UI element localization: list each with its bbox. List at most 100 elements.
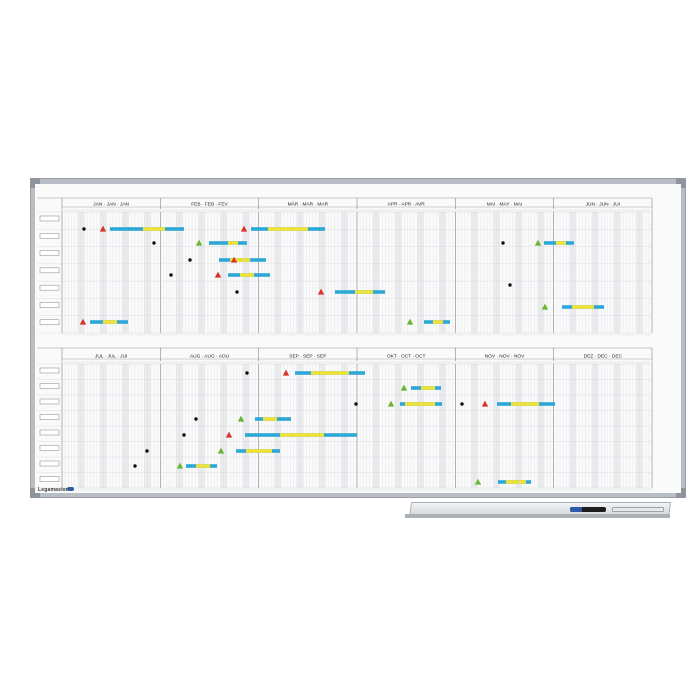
black-dot-magnet [133,464,137,468]
weekend-column [537,212,541,333]
weekend-column [439,212,443,333]
month-label: MAI · MAY · MAI [487,202,523,208]
marker-cap[interactable] [570,507,582,512]
row-label-card [39,383,60,389]
board-eraser[interactable] [612,507,664,512]
green-triangle-magnet [217,447,225,454]
weekend-column [376,212,380,333]
weekend-column [299,212,304,333]
weekend-column [372,212,377,333]
row-label-card [39,460,60,467]
weekend-column [344,212,348,333]
yellow-magnet-label [230,258,250,262]
red-triangle-magnet [99,225,107,232]
frame-corner-bottom-right [676,488,686,498]
month-label: APR · APR · AVR [388,202,426,208]
weekend-column [471,212,475,333]
black-dot-magnet [182,433,186,437]
row-label-card [39,398,60,405]
yellow-magnet-label [143,227,165,231]
weekend-column [296,212,300,333]
weekend-column [144,212,148,333]
yellow-magnet-label [196,464,210,468]
weekend-column [636,212,640,333]
red-triangle-magnet [282,369,290,376]
yellow-magnet-label [240,273,254,277]
green-triangle-magnet [541,303,549,310]
row-label-card [39,429,60,436]
frame-corner-top-left [30,178,40,188]
weekend-column [103,212,107,333]
weekend-column [125,212,129,333]
weekend-column [176,212,180,333]
weekend-column [245,212,250,333]
red-triangle-magnet [317,288,325,295]
black-dot-magnet [152,241,156,245]
weekend-column [540,212,545,333]
red-triangle-magnet [225,431,233,438]
yellow-magnet-label [506,480,526,484]
month-label: MÄR · MAR · MAR [288,201,329,208]
row-label-card [39,267,60,274]
weekend-column [274,212,278,333]
month-label: JUL · JUL · JUI [95,354,127,360]
black-dot-magnet [169,273,173,277]
yellow-magnet-label [556,241,566,245]
black-dot-magnet [188,258,192,262]
row-label-card [39,414,60,420]
weekend-column [277,212,281,333]
yellow-magnet-label [355,290,373,294]
row-label-card [39,302,60,308]
month-label: FEB · FEB · FEV [191,202,228,208]
red-triangle-magnet [481,400,489,407]
weekend-column [613,212,618,333]
black-dot-magnet [460,402,464,406]
weekend-column [122,212,126,333]
yellow-magnet-label [511,402,539,406]
weekend-column [341,212,345,333]
month-label: OKT · OCT · OCT [387,354,426,360]
day-number-strip [62,333,652,336]
black-dot-magnet [501,241,505,245]
yellow-magnet-label [103,320,117,324]
black-dot-magnet [354,402,358,406]
weekend-column [223,212,227,333]
row-label-card [39,233,60,239]
green-triangle-magnet [406,318,414,325]
red-triangle-magnet [240,225,248,232]
weekend-column [220,212,224,333]
weekend-column [496,212,500,333]
pen-tray-lip [405,514,670,518]
red-triangle-magnet [79,318,87,325]
month-label: DEZ · DEC · DEC [584,354,623,360]
black-dot-magnet [245,371,249,375]
month-label: JUN · JUN · JUI [586,202,620,208]
weekend-column [515,212,519,333]
green-triangle-magnet [387,400,395,407]
brand-logo-text: Legamaster [38,487,69,493]
frame-corner-top-right [676,178,686,188]
marker-pen[interactable] [570,507,606,512]
yellow-magnet-label [268,227,308,231]
month-label: AUG · AUG · AOU [190,354,230,360]
row-label-card [39,476,60,482]
yellow-magnet-label [433,320,443,324]
black-dot-magnet [145,449,149,453]
green-triangle-magnet [176,462,184,469]
black-dot-magnet [194,417,198,421]
weekend-column [594,212,599,333]
black-dot-magnet [235,290,239,294]
yellow-magnet-label [280,433,324,437]
row-label-card [39,319,60,325]
green-triangle-magnet [474,478,482,485]
weekend-column [617,212,621,333]
row-label-card [39,284,60,291]
weekend-column [201,212,205,333]
frame-corner-bottom-left [30,488,40,498]
month-label: SEP · SEP · SEP [289,354,326,360]
black-dot-magnet [82,227,86,231]
weekend-column [572,212,576,333]
weekend-column [322,212,326,333]
day-number-strip [62,361,652,364]
